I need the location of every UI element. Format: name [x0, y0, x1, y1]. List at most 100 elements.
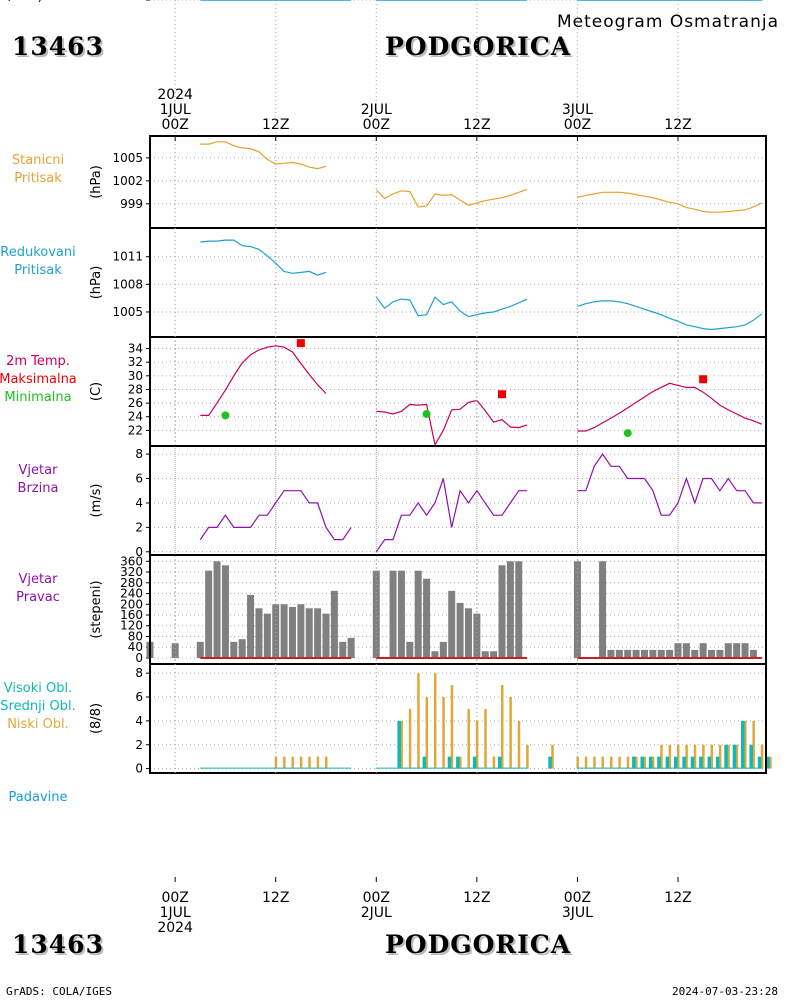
wind-direction-bar: [632, 649, 640, 658]
wind-direction-bar: [573, 561, 581, 658]
low-cloud-bar: [685, 744, 688, 769]
high-cloud-bar: [724, 744, 728, 769]
wind-direction-bar: [682, 643, 690, 658]
series-line: [200, 239, 327, 276]
wind-direction-bar: [230, 641, 238, 658]
panel-label: Maksimalna: [0, 372, 77, 387]
high-cloud-bar: [632, 756, 636, 769]
y-tick-label: 999: [120, 197, 143, 211]
tmin-marker: [623, 429, 632, 438]
low-cloud-bar: [526, 744, 529, 769]
axis-unit-label: (stepeni): [89, 580, 104, 638]
time-label-bottom: 2JUL: [361, 905, 392, 921]
panel-label: Srednji Obl.: [0, 699, 75, 714]
wind-direction-bar: [716, 649, 724, 658]
wind-direction-bar: [624, 649, 632, 658]
wind-direction-bar: [305, 608, 313, 658]
time-label-top: 00Z: [161, 117, 188, 133]
low-cloud-bar: [660, 744, 663, 769]
y-tick-label: 6: [135, 472, 143, 486]
low-cloud-bar: [668, 744, 672, 769]
series-line: [342, 527, 352, 540]
panel-frame: [149, 663, 767, 774]
y-tick-label: 1008: [112, 277, 143, 291]
low-cloud-bar: [727, 744, 730, 769]
low-cloud-bar: [593, 756, 596, 769]
high-cloud-bar: [548, 756, 552, 769]
low-cloud-bar: [450, 685, 454, 769]
tmin-marker: [422, 410, 431, 418]
y-tick-label: 32: [128, 355, 143, 369]
y-tick-label: 34: [128, 342, 143, 356]
low-cloud-bar: [618, 756, 621, 769]
panel-label: Brzina: [18, 481, 59, 496]
panel-label: Vjetar: [19, 572, 59, 587]
low-cloud-bar: [459, 756, 462, 769]
wind-direction-bar: [414, 570, 422, 658]
panel-frame: [149, 227, 767, 338]
wind-direction-bar: [330, 590, 338, 658]
wind-direction-bar: [314, 608, 322, 658]
y-tick-label: 80: [128, 629, 143, 643]
panel-label: 2m Temp.: [6, 354, 70, 369]
y-tick-label: 320: [120, 565, 143, 579]
low-cloud-bar: [325, 756, 328, 769]
series-line: [199, 490, 327, 540]
wind-direction-bar: [431, 651, 439, 658]
wind-direction-bar: [657, 649, 665, 658]
wind-direction-bar: [347, 637, 355, 658]
high-cloud-bar: [699, 756, 703, 769]
high-cloud-bar: [648, 756, 653, 769]
wind-direction-bar: [649, 649, 657, 658]
y-tick-label: 1005: [112, 305, 143, 319]
panel-label: Minimalna: [4, 390, 71, 405]
series-line: [376, 399, 528, 447]
y-tick-label: 30: [128, 369, 143, 383]
wind-direction-bar: [733, 643, 741, 658]
y-tick-label: 1011: [112, 250, 143, 264]
y-tick-label: 240: [120, 587, 143, 601]
wind-direction-bar: [473, 613, 481, 658]
wind-direction-bar: [674, 643, 682, 658]
low-cloud-bar: [651, 756, 655, 769]
low-cloud-bar: [576, 756, 579, 769]
tmax-marker: [498, 390, 506, 399]
low-cloud-bar: [274, 756, 278, 769]
low-cloud-bar: [484, 708, 487, 769]
panel-label: Pritisak: [14, 171, 62, 186]
panel-frame: [149, 135, 767, 229]
panel-wind-direction: [146, 554, 767, 665]
low-cloud-bar: [400, 720, 403, 769]
wind-direction-bar: [372, 570, 380, 658]
high-cloud-bar: [498, 756, 502, 769]
time-label-bottom: 00Z: [564, 890, 591, 906]
y-tick-label: 1002: [112, 174, 143, 188]
wind-direction-bar: [339, 641, 347, 658]
time-label-bottom: 2024: [157, 920, 193, 936]
high-cloud-bar: [757, 756, 762, 769]
tmax-marker: [296, 339, 305, 348]
panel-label: Vjetar: [19, 463, 59, 478]
panel-pressure: [146, 135, 767, 229]
time-label-top: 2JUL: [361, 102, 392, 118]
wind-direction-bar: [691, 649, 699, 658]
axis-unit-label: (hPa): [89, 165, 104, 199]
y-tick-label: 1005: [112, 151, 143, 165]
wind-direction-bar: [506, 561, 514, 658]
station-id-top: 13463: [12, 32, 104, 61]
low-cloud-bar: [693, 744, 697, 769]
y-tick-label: 12: [128, 0, 143, 3]
station-name-top: PODGORICA: [385, 32, 572, 61]
series-line: [577, 382, 763, 432]
y-tick-label: 0: [135, 545, 143, 559]
low-cloud-bar: [442, 697, 445, 769]
series-line: [577, 453, 762, 516]
wind-direction-bar: [205, 570, 213, 658]
low-cloud-bar: [517, 720, 521, 769]
y-tick-label: 40: [128, 640, 143, 654]
y-tick-label: 0: [135, 651, 143, 665]
y-tick-label: 8: [135, 666, 143, 680]
wind-direction-bar: [481, 651, 489, 658]
low-cloud-bar: [408, 708, 412, 769]
